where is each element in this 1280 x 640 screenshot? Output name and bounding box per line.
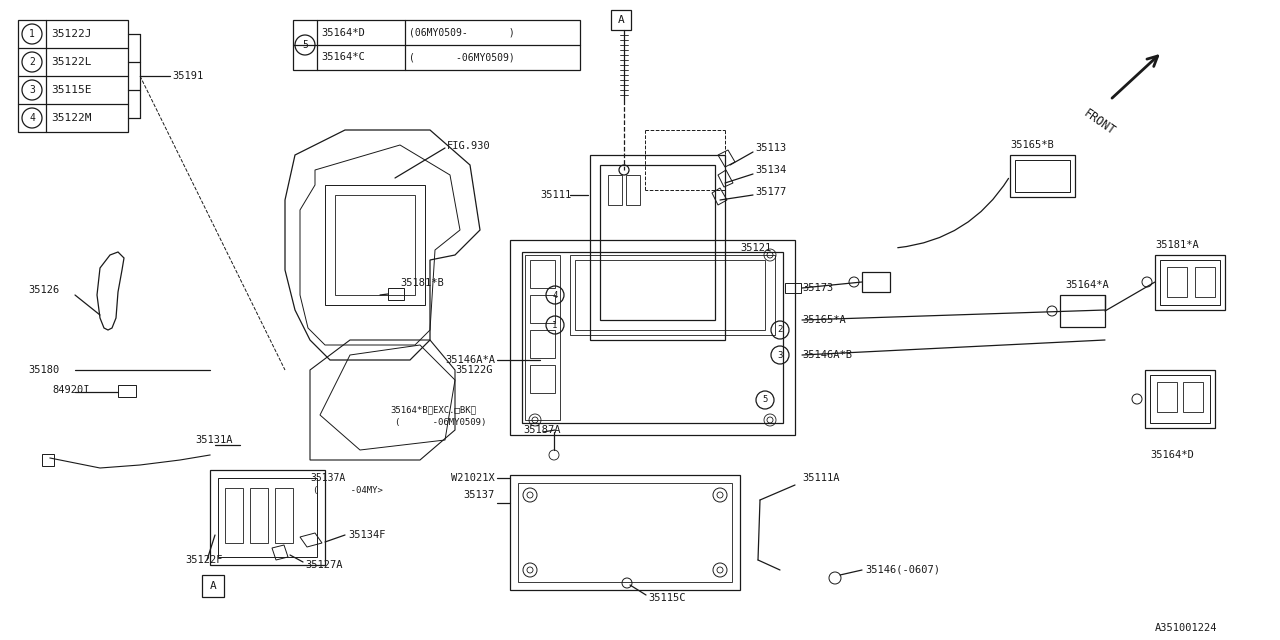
Bar: [250, 488, 268, 543]
Text: 35146A*A: 35146A*A: [445, 355, 495, 365]
Text: W21021X: W21021X: [452, 473, 495, 483]
Bar: [626, 175, 640, 205]
Bar: [590, 155, 724, 340]
Text: 4: 4: [29, 113, 35, 123]
Bar: [1167, 267, 1187, 297]
Bar: [202, 575, 224, 597]
Text: A: A: [618, 15, 625, 25]
Text: 35164*C: 35164*C: [321, 52, 365, 63]
Text: 35115E: 35115E: [51, 85, 91, 95]
Bar: [530, 260, 556, 288]
Text: 35127A: 35127A: [305, 560, 343, 570]
Text: 35187A: 35187A: [524, 425, 561, 435]
Text: A: A: [210, 581, 216, 591]
Text: 35122J: 35122J: [51, 29, 91, 39]
Bar: [1183, 382, 1203, 412]
Text: 2: 2: [29, 57, 35, 67]
Bar: [1015, 160, 1070, 192]
Text: 35164*D: 35164*D: [1149, 450, 1194, 460]
Text: 35191: 35191: [172, 71, 204, 81]
Bar: [388, 288, 404, 300]
Text: 2: 2: [777, 326, 782, 335]
Text: 35122M: 35122M: [51, 113, 91, 123]
Bar: [785, 283, 801, 293]
Bar: [570, 255, 774, 335]
Bar: [225, 488, 243, 543]
Text: 35113: 35113: [755, 143, 786, 153]
Text: 5: 5: [763, 396, 768, 404]
Text: 1: 1: [29, 29, 35, 39]
Bar: [335, 195, 415, 295]
Text: 35111: 35111: [540, 190, 571, 200]
Text: 84920I: 84920I: [52, 385, 90, 395]
Bar: [210, 470, 325, 565]
Text: 35122G: 35122G: [454, 365, 493, 375]
Text: 35137A: 35137A: [310, 473, 346, 483]
Bar: [218, 478, 317, 557]
Text: (06MY0509-       ): (06MY0509- ): [410, 28, 515, 38]
Bar: [608, 175, 622, 205]
Text: 35181*A: 35181*A: [1155, 240, 1199, 250]
Text: 35137: 35137: [463, 490, 495, 500]
Text: 1: 1: [552, 321, 558, 330]
Bar: [575, 260, 765, 330]
Bar: [530, 365, 556, 393]
Text: 35126: 35126: [28, 285, 59, 295]
Text: 35181*B: 35181*B: [399, 278, 444, 288]
Text: 35111A: 35111A: [803, 473, 840, 483]
Text: 35173: 35173: [803, 283, 833, 293]
Text: 35164*D: 35164*D: [321, 28, 365, 38]
Text: FRONT: FRONT: [1082, 107, 1117, 138]
Bar: [611, 10, 631, 30]
Bar: [1060, 295, 1105, 327]
Bar: [18, 20, 128, 132]
Text: 35122L: 35122L: [51, 57, 91, 67]
Bar: [530, 330, 556, 358]
Bar: [1155, 255, 1225, 310]
Text: 35134F: 35134F: [348, 530, 385, 540]
Bar: [275, 488, 293, 543]
Text: 35146A*B: 35146A*B: [803, 350, 852, 360]
Text: 35146(-0607): 35146(-0607): [865, 565, 940, 575]
Bar: [118, 385, 136, 397]
Text: 35177: 35177: [755, 187, 786, 197]
Text: (       -06MY0509): ( -06MY0509): [410, 52, 515, 63]
Bar: [530, 295, 556, 323]
Bar: [522, 252, 783, 423]
Bar: [42, 454, 54, 466]
Bar: [1157, 382, 1178, 412]
Bar: [525, 255, 561, 420]
Text: (      -06MY0509): ( -06MY0509): [396, 419, 486, 428]
Bar: [1196, 267, 1215, 297]
Bar: [1146, 370, 1215, 428]
Text: 3: 3: [29, 85, 35, 95]
Text: 35121: 35121: [740, 243, 772, 253]
Bar: [293, 20, 580, 70]
Bar: [518, 483, 732, 582]
Bar: [509, 475, 740, 590]
Text: 35164*B〈EXC.□BK〉: 35164*B〈EXC.□BK〉: [390, 406, 476, 415]
Bar: [861, 272, 890, 292]
Text: 35164*A: 35164*A: [1065, 280, 1108, 290]
Text: 35131A: 35131A: [195, 435, 233, 445]
Text: 35122F: 35122F: [186, 555, 223, 565]
Text: 4: 4: [552, 291, 558, 300]
Bar: [1149, 375, 1210, 423]
Text: 35180: 35180: [28, 365, 59, 375]
Text: (      -04MY>: ( -04MY>: [314, 486, 383, 495]
Text: FIG.930: FIG.930: [447, 141, 490, 151]
Bar: [325, 185, 425, 305]
Text: 35115C: 35115C: [648, 593, 686, 603]
Text: 5: 5: [302, 40, 308, 50]
Text: 3: 3: [777, 351, 782, 360]
Text: 35165*B: 35165*B: [1010, 140, 1053, 150]
Bar: [509, 240, 795, 435]
Text: 35165*A: 35165*A: [803, 315, 846, 325]
Bar: [1010, 155, 1075, 197]
Bar: [1160, 260, 1220, 305]
Text: A351001224: A351001224: [1155, 623, 1217, 633]
Text: 35134: 35134: [755, 165, 786, 175]
Bar: [600, 165, 716, 320]
